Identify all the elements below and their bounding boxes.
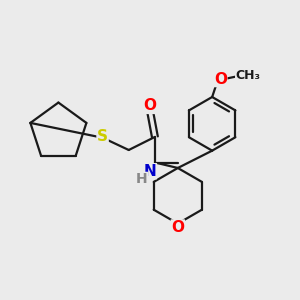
- Text: O: O: [214, 71, 227, 86]
- Text: CH₃: CH₃: [236, 69, 261, 82]
- Text: O: O: [171, 220, 184, 235]
- Text: S: S: [97, 129, 108, 144]
- Text: H: H: [136, 172, 148, 186]
- Text: O: O: [143, 98, 157, 113]
- Text: N: N: [144, 164, 156, 179]
